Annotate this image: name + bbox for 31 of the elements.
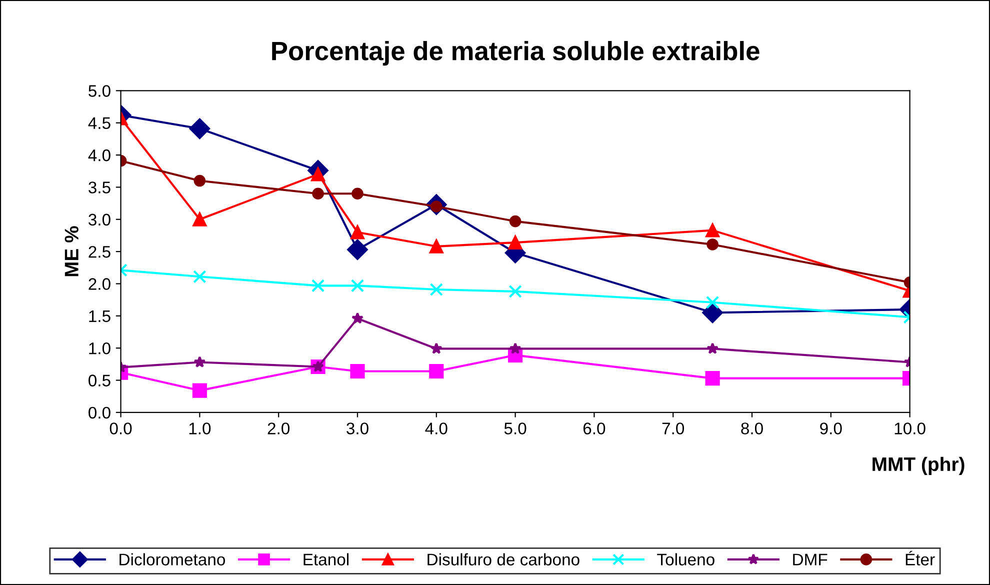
x-tick-label: 6.0 [583, 422, 606, 434]
y-tick-label: 0.5 [88, 374, 110, 386]
y-tick-label: 4.0 [88, 149, 110, 162]
y-tick-label: 3.0 [88, 214, 110, 226]
x-tick-label: 8.0 [741, 422, 763, 434]
legend-label: Etanol [304, 553, 348, 566]
y-tick-label: 1.0 [89, 342, 110, 354]
x-tick-label: 5.0 [504, 422, 526, 434]
x-tick-label: 9.0 [820, 422, 842, 434]
x-tick-label: 1.0 [189, 422, 211, 434]
y-tick-label: 5.0 [88, 85, 110, 97]
x-tick-label: 4.0 [425, 422, 448, 434]
y-tick-label: 2.0 [88, 278, 110, 290]
y-axis-title: ME % [64, 226, 78, 276]
chart-title: Porcentaje de materia soluble extraible [272, 40, 760, 66]
y-tick-label: 0.0 [88, 406, 110, 419]
legend-label: DMF [793, 554, 828, 566]
x-tick-label: 7.0 [662, 422, 684, 434]
legend-label: Tolueno [657, 553, 714, 566]
legend-label: Éter [906, 550, 935, 566]
y-tick-label: 2.5 [88, 246, 110, 258]
y-tick-label: 3.5 [88, 182, 110, 194]
y-tick-label: 4.5 [88, 117, 110, 130]
legend-label: Diclorometano [120, 553, 225, 566]
x-tick-label: 2.0 [268, 422, 290, 434]
x-tick-label: 10.0 [894, 422, 926, 434]
x-tick-label: 3.0 [346, 422, 368, 434]
legend-label: Disulfuro de carbono [428, 553, 580, 566]
x-axis-title: MMT (phr) [872, 456, 964, 475]
x-tick-label: 0.0 [110, 422, 132, 434]
y-tick-label: 1.5 [89, 310, 110, 322]
